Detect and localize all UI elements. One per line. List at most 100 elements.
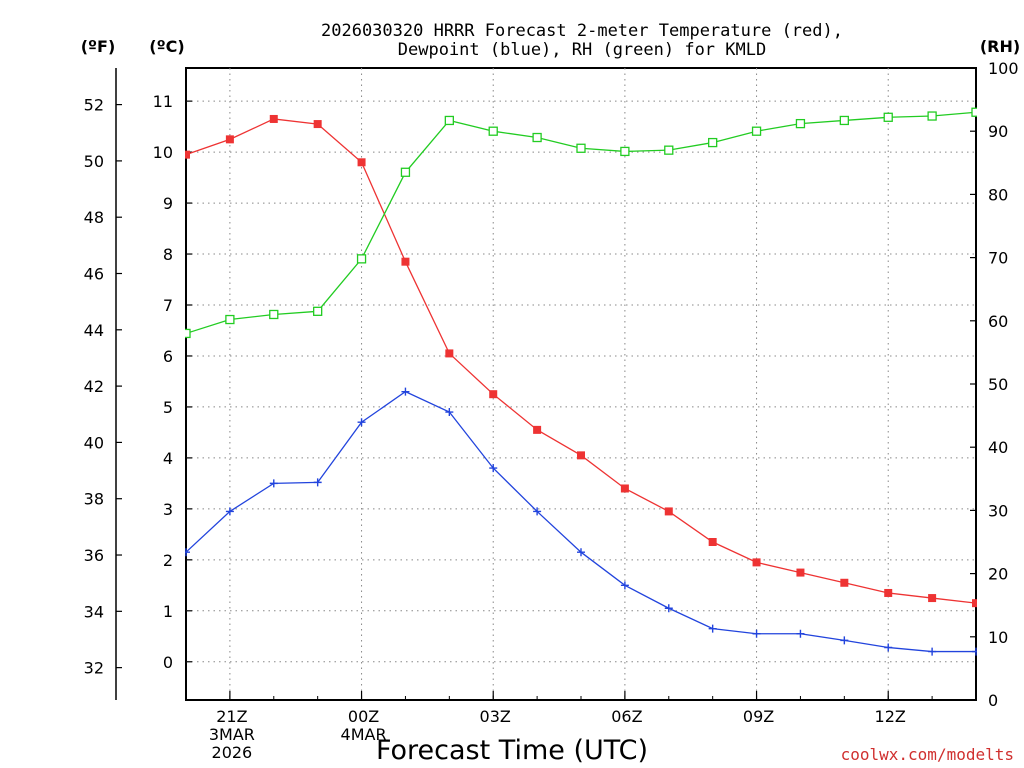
temperature-point (401, 257, 410, 266)
fahrenheit-tick-label: 38 (84, 490, 104, 509)
rh-point (751, 126, 762, 136)
dewpoint-point (401, 387, 410, 396)
fahrenheit-tick-label: 34 (84, 602, 104, 621)
dewpoint-point (928, 647, 937, 656)
celsius-tick-label: 10 (153, 143, 173, 162)
dewpoint-point (489, 464, 498, 473)
temperature-point (269, 114, 278, 123)
temperature-point (489, 390, 498, 399)
dewpoint-point (664, 604, 673, 613)
rh-tick-label: 10 (988, 628, 1008, 647)
temperature-point (664, 507, 673, 516)
rh-point (576, 143, 586, 153)
celsius-tick-label: 7 (163, 296, 173, 315)
dewpoint-line (185, 390, 976, 653)
rh-point (313, 306, 323, 316)
fahrenheit-tick-label: 42 (84, 377, 104, 396)
fahrenheit-tick-label: 46 (84, 265, 104, 284)
x-tick-label: 3MAR (209, 725, 255, 744)
fahrenheit-tick-label: 36 (84, 546, 104, 565)
x-tick-label: 03Z (480, 707, 511, 726)
dewpoint-point (708, 624, 717, 633)
dewpoint-point (225, 507, 234, 516)
dewpoint-point (445, 408, 454, 417)
celsius-unit-label: (ºC) (149, 37, 184, 56)
temperature-point (577, 451, 585, 460)
temperature-point (620, 484, 629, 493)
celsius-tick-label: 6 (163, 347, 173, 366)
data-series (185, 107, 977, 656)
dewpoint-point (972, 647, 977, 656)
rh-tick-label: 20 (988, 565, 1008, 584)
rh-tick-label: 40 (988, 438, 1008, 457)
chart-title-line2: Dewpoint (blue), RH (green) for KMLD (398, 40, 766, 60)
celsius-tick-label: 5 (163, 398, 173, 417)
rh-unit-label: (RH) (980, 37, 1020, 56)
temperature-point (972, 599, 977, 608)
dewpoint-point (796, 629, 805, 638)
rh-point (488, 126, 498, 136)
x-axis-title: Forecast Time (UTC) (376, 735, 648, 766)
rh-tick-label: 100 (988, 59, 1019, 78)
celsius-tick-label: 1 (163, 602, 173, 621)
celsius-tick-label: 3 (163, 500, 173, 519)
rh-point (444, 115, 454, 126)
temperature-point (928, 594, 937, 603)
temperature-point (185, 150, 190, 159)
x-tick-label: 21Z (216, 707, 247, 726)
temperature-point (533, 425, 542, 434)
temperature-point (884, 588, 893, 597)
rh-point (185, 328, 191, 339)
temperature-point (225, 135, 234, 144)
temperature-point (708, 538, 717, 546)
grid-lines (186, 68, 976, 700)
celsius-tick-label: 8 (163, 245, 173, 264)
rh-tick-label: 70 (988, 249, 1008, 268)
x-tick-label: 09Z (743, 707, 774, 726)
x-tick-label: 00Z (348, 707, 379, 726)
fahrenheit-tick-label: 40 (84, 433, 104, 452)
axis-ticks: 0123456789101132343638404244464850520102… (84, 59, 1019, 710)
fahrenheit-tick-label: 50 (84, 152, 104, 171)
rh-point (927, 111, 937, 121)
rh-point (532, 132, 542, 143)
fahrenheit-tick-label: 52 (84, 96, 104, 115)
chart-title-line1: 2026030320 HRRR Forecast 2-meter Tempera… (321, 21, 843, 41)
rh-tick-label: 90 (988, 122, 1008, 141)
dewpoint-point (269, 479, 278, 488)
rh-tick-label: 0 (988, 691, 998, 710)
x-tick-label: 4MAR (341, 725, 387, 744)
rh-point (883, 112, 893, 122)
dewpoint-point (185, 548, 190, 557)
dewpoint-point (357, 418, 366, 427)
rh-point (971, 107, 977, 117)
x-tick-label: 12Z (875, 707, 906, 726)
celsius-tick-label: 0 (163, 653, 173, 672)
rh-point (839, 115, 849, 126)
dewpoint-point (752, 629, 761, 638)
celsius-tick-label: 4 (163, 449, 173, 468)
fahrenheit-tick-label: 44 (84, 321, 104, 340)
rh-point (708, 137, 718, 148)
x-tick-label: 2026 (212, 743, 253, 762)
dewpoint-point (313, 478, 322, 487)
rh-point (620, 146, 630, 157)
temperature-point (313, 120, 322, 129)
celsius-tick-label: 11 (153, 92, 173, 111)
fahrenheit-unit-label: (ºF) (81, 37, 116, 56)
rh-tick-label: 80 (988, 185, 1008, 204)
dewpoint-point (884, 643, 893, 652)
dewpoint-point (620, 581, 629, 590)
celsius-tick-label: 9 (163, 194, 173, 213)
rh-point (400, 167, 411, 177)
celsius-tick-label: 2 (163, 551, 173, 570)
temperature-point (752, 558, 761, 567)
dewpoint-point (533, 507, 542, 516)
rh-point (269, 309, 279, 320)
rh-point (225, 314, 235, 325)
plot-frame (185, 67, 977, 701)
rh-point (356, 254, 367, 264)
temperature-point (840, 578, 849, 587)
series-group (185, 107, 977, 656)
fahrenheit-tick-label: 32 (84, 659, 104, 678)
